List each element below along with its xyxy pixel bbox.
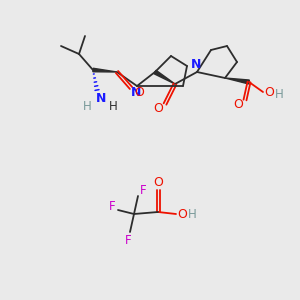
- Text: O: O: [153, 176, 163, 188]
- Text: O: O: [177, 208, 187, 220]
- Text: O: O: [233, 98, 243, 112]
- Text: N: N: [131, 86, 141, 100]
- Text: H: H: [109, 100, 117, 112]
- Text: F: F: [125, 233, 131, 247]
- Polygon shape: [225, 78, 249, 84]
- Text: O: O: [264, 85, 274, 98]
- Text: O: O: [134, 85, 144, 98]
- Text: F: F: [140, 184, 146, 196]
- Text: N: N: [191, 58, 201, 70]
- Text: N: N: [96, 92, 106, 104]
- Text: H: H: [274, 88, 284, 100]
- Text: F: F: [109, 200, 115, 214]
- Text: H: H: [188, 208, 196, 221]
- Polygon shape: [93, 68, 117, 72]
- Text: O: O: [153, 103, 163, 116]
- Text: H: H: [82, 100, 91, 112]
- Polygon shape: [154, 70, 175, 84]
